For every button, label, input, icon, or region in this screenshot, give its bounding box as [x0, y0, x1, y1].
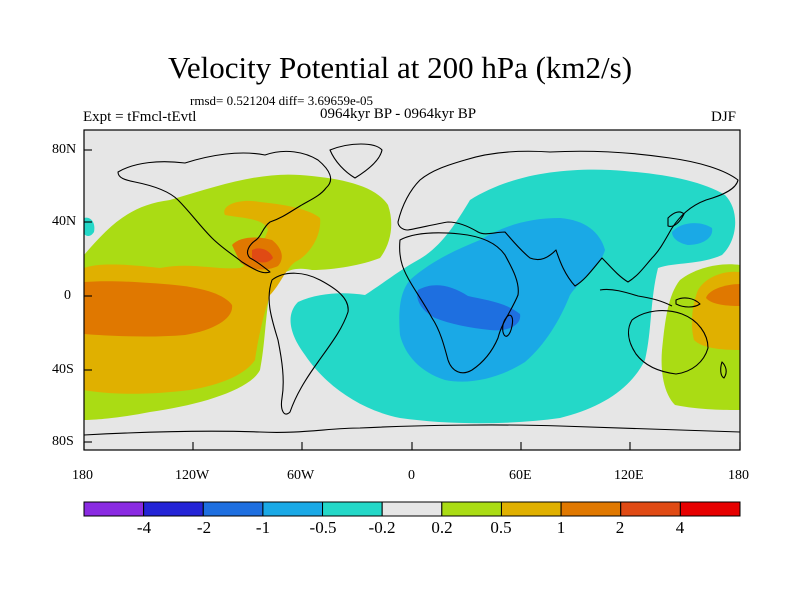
colorbar-label: 1: [556, 518, 566, 537]
lat-label-80n: 80N: [52, 142, 77, 157]
colorbar-label: -0.2: [368, 518, 396, 537]
madagascar-outline: [502, 314, 514, 337]
contour-negative-0.5: [399, 218, 605, 382]
greenland-outline: [329, 143, 383, 179]
experiment-label: Expt = tFmcl-tEvtl: [83, 109, 197, 125]
colorbar: [83, 501, 741, 517]
colorbar-swatch: [500, 501, 562, 517]
stats-line: rmsd= 0.521204 diff= 3.69659e-05: [190, 93, 374, 108]
lat-label-80s: 80S: [52, 434, 74, 449]
south-america-outline: [268, 272, 349, 415]
colorbar-label: 0.2: [431, 518, 453, 537]
lon-label-180w: 180: [72, 468, 93, 483]
season-label: DJF: [711, 109, 737, 125]
contour-positive-1: [84, 281, 233, 337]
lon-label-60w: 60W: [287, 468, 315, 483]
contour-negative-1: [417, 285, 521, 331]
new-zealand-outline: [720, 361, 727, 379]
antarctica-outline: [84, 424, 740, 436]
lon-label-120e: 120E: [614, 468, 644, 483]
australia-outline: [627, 310, 709, 375]
lon-label-60e: 60E: [509, 468, 532, 483]
lon-label-120w: 120W: [175, 468, 210, 483]
colorbar-swatch: [679, 501, 741, 517]
lat-label-40n: 40N: [52, 214, 77, 229]
lat-label-40s: 40S: [52, 362, 74, 377]
eurasia-outline: [397, 150, 739, 287]
coastlines: [84, 143, 740, 436]
contour-positive-2: [252, 248, 273, 263]
colorbar-swatch: [262, 501, 324, 517]
contour-negative-0.5b: [672, 223, 713, 245]
colorbar-label: 4: [675, 518, 685, 537]
contour-positive-east-1: [706, 284, 740, 306]
north-america-outline: [117, 150, 332, 274]
colorbar-label: -0.5: [309, 518, 337, 537]
velocity-potential-field: [84, 130, 740, 450]
colorbar-label: 0.5: [490, 518, 512, 537]
colorbar-swatch: [441, 501, 502, 517]
colorbar-swatch: [620, 501, 681, 517]
colorbar-swatch: [322, 501, 383, 517]
map-title: Velocity Potential at 200 hPa (km2/s): [167, 50, 633, 85]
colorbar-label: 2: [615, 518, 625, 537]
colorbar-label: -4: [136, 518, 152, 537]
lon-label-180e: 180: [728, 468, 749, 483]
axis-ticks: [83, 149, 741, 450]
africa-outline: [399, 232, 519, 374]
colorbar-swatch: [143, 501, 204, 517]
colorbar-label: -2: [196, 518, 212, 537]
colorbar-swatch: [202, 501, 264, 517]
colorbar-label: -1: [255, 518, 271, 537]
period-label: 0964kyr BP - 0964kyr BP: [320, 106, 477, 122]
lat-label-0: 0: [64, 288, 71, 303]
japan-outline: [667, 211, 685, 227]
new-guinea-outline: [675, 297, 701, 308]
colorbar-swatch: [381, 501, 443, 517]
lon-label-0: 0: [408, 468, 415, 483]
colorbar-swatch: [83, 501, 145, 517]
indonesia-outline: [599, 288, 673, 307]
colorbar-swatch: [560, 501, 622, 517]
